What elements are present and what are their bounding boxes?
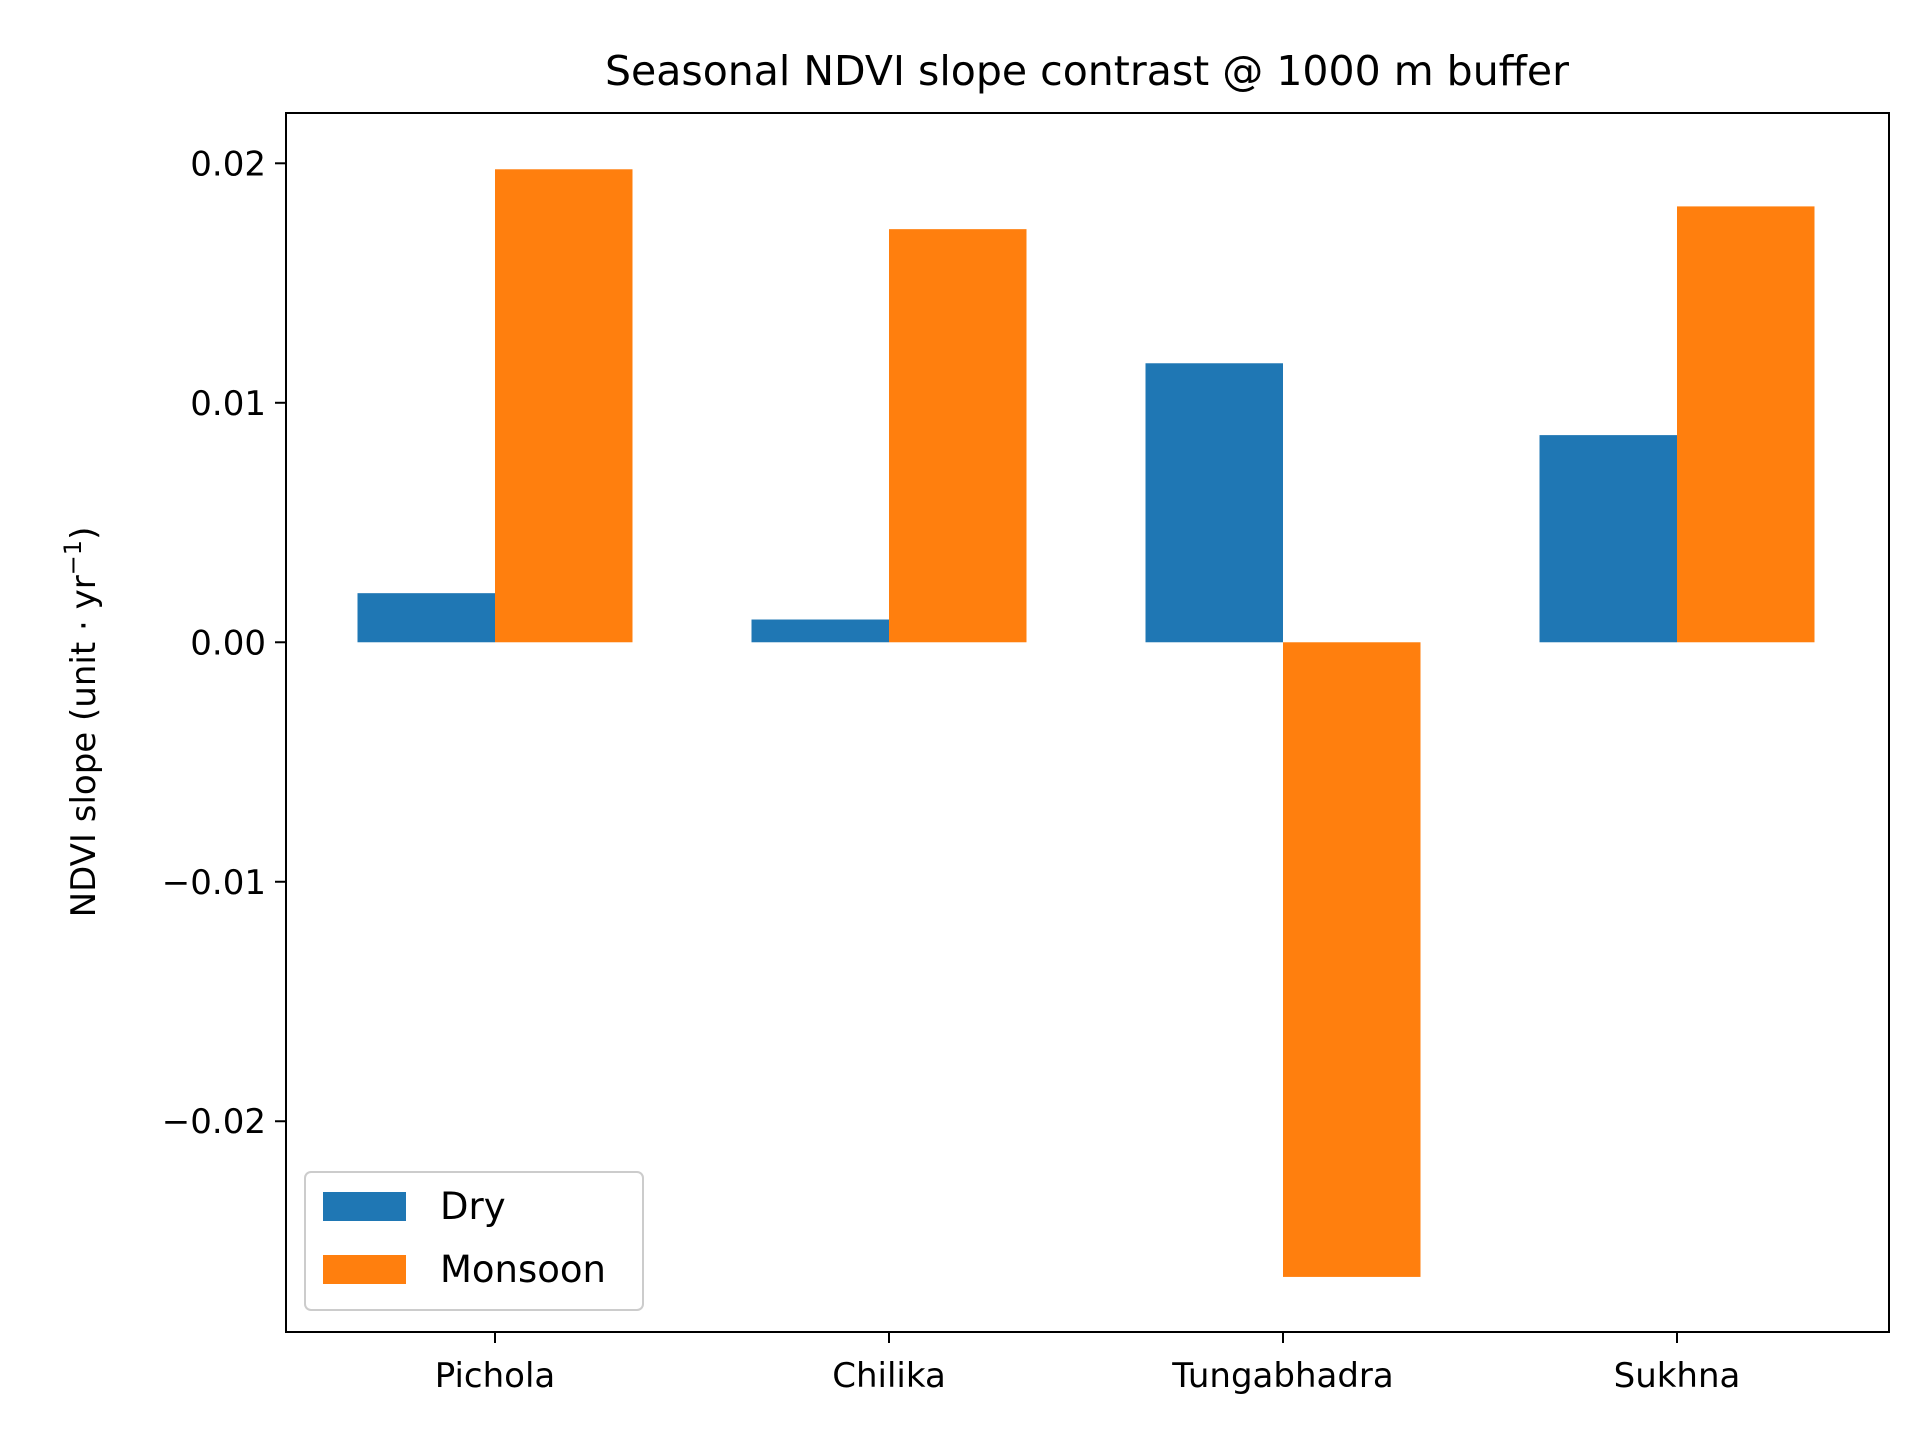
- y-tick-label: 0.00: [190, 623, 266, 663]
- y-axis-label: NDVI slope (unit · yr−1): [59, 527, 104, 918]
- x-tick-label-chilika: Chilika: [832, 1356, 946, 1396]
- y-tick-label: −0.02: [162, 1102, 266, 1142]
- bar-monsoon-sukhna: [1677, 206, 1815, 643]
- legend-swatch-dry: [323, 1192, 406, 1221]
- y-axis-label-superscript: −1: [59, 540, 87, 575]
- x-tick-label-tungabhadra: Tungabhadra: [1171, 1356, 1393, 1396]
- x-tick-label-pichola: Pichola: [435, 1356, 556, 1396]
- x-tick-label-sukhna: Sukhna: [1614, 1356, 1741, 1396]
- plot-frame: [285, 112, 1890, 1333]
- x-axis: Pichola Chilika Tungabhadra Sukhna: [435, 1332, 1741, 1396]
- bar-dry-sukhna: [1539, 435, 1677, 643]
- y-tick-label: 0.02: [190, 144, 266, 184]
- bar-dry-tungabhadra: [1145, 363, 1283, 643]
- y-tick-label: 0.01: [190, 384, 266, 424]
- bar-monsoon-tungabhadra: [1283, 642, 1421, 1277]
- legend-label-dry: Dry: [440, 1185, 506, 1228]
- legend-label-monsoon: Monsoon: [440, 1248, 606, 1291]
- bar-dry-pichola: [357, 593, 495, 643]
- y-axis: −0.02 −0.01 0.00 0.01 0.02: [162, 144, 286, 1142]
- bar-monsoon-chilika: [889, 229, 1027, 643]
- chart-title: Seasonal NDVI slope contrast @ 1000 m bu…: [605, 47, 1569, 95]
- bars-group: [357, 169, 1815, 1277]
- legend-swatch-monsoon: [323, 1255, 406, 1284]
- bar-dry-chilika: [751, 619, 889, 643]
- y-tick-label: −0.01: [162, 863, 266, 903]
- y-axis-label-main: NDVI slope (unit · yr: [64, 575, 104, 917]
- legend: Dry Monsoon: [304, 1171, 644, 1311]
- y-axis-label-close: ): [64, 527, 104, 540]
- bar-monsoon-pichola: [495, 169, 633, 643]
